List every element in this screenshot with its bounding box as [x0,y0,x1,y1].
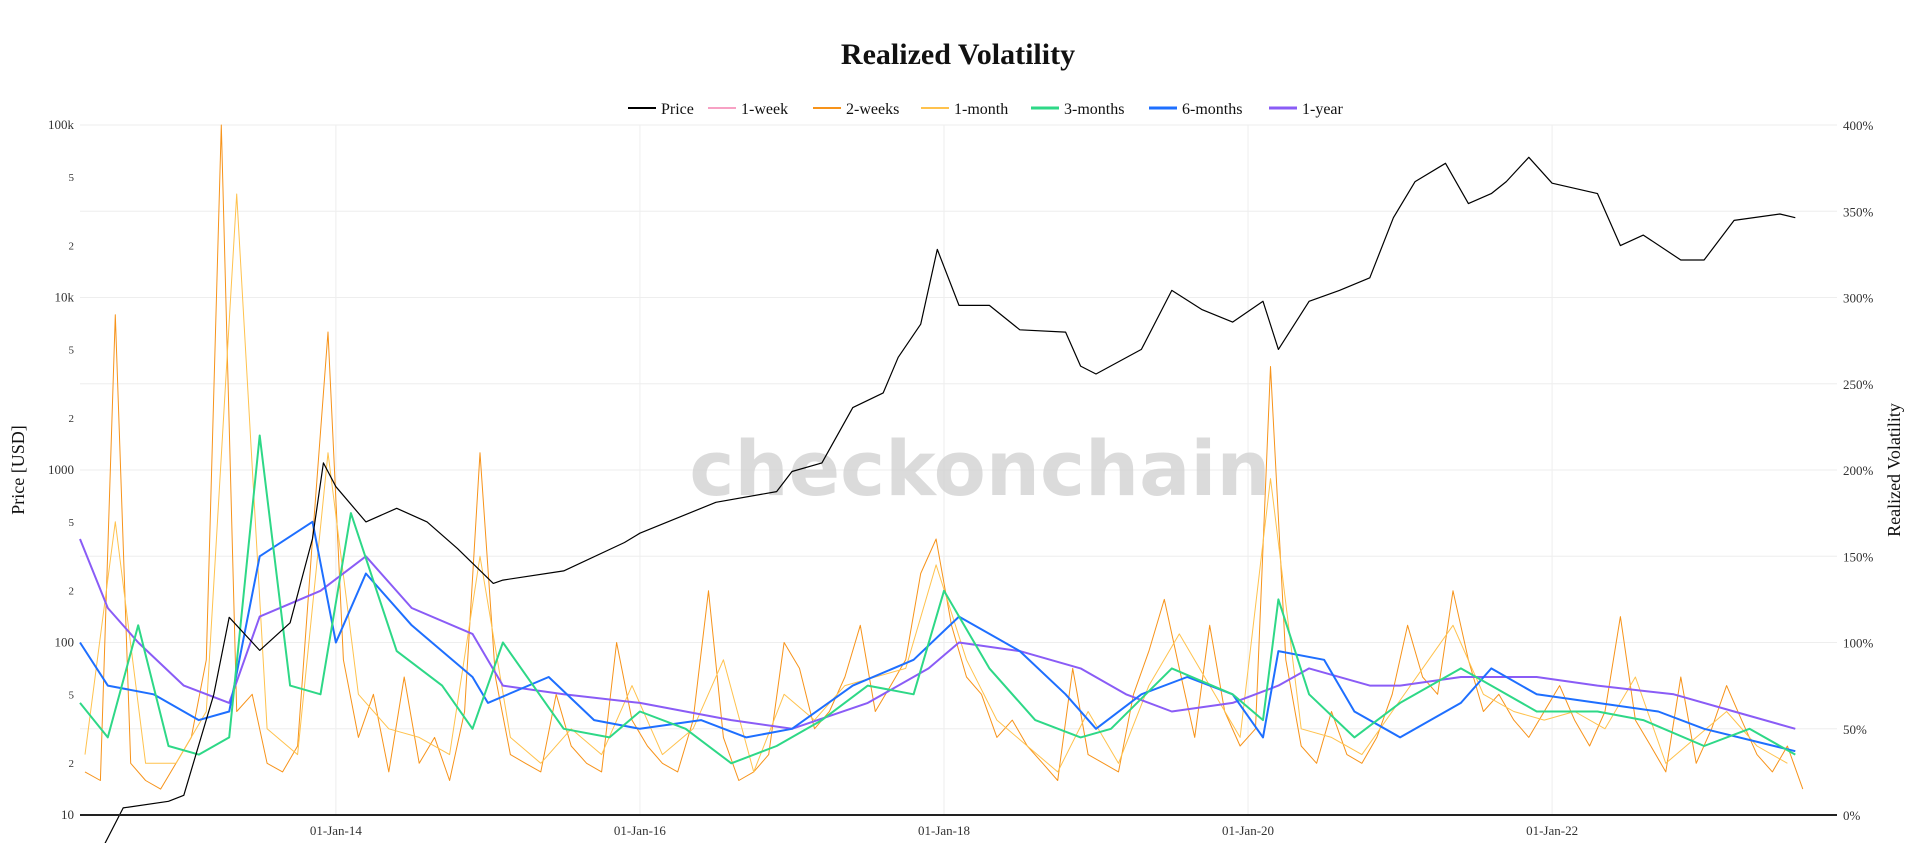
right-y-tick-label: 250% [1843,377,1874,392]
right-y-axis-label: Realized Volatility [1884,403,1904,537]
gridlines [80,124,1837,815]
right-y-tick-label: 200% [1843,463,1874,478]
right-y-axis-ticks: 0% 50% 100% 150% 200% 250% 300% 350% 400% [1843,118,1874,823]
x-axis-ticks: 01-Jan-14 01-Jan-16 01-Jan-18 01-Jan-20 01-J… [310,823,1578,838]
legend-label: 1-month [954,101,1008,118]
legend-label: 2-weeks [846,101,899,118]
right-y-tick-label: 100% [1843,636,1874,651]
legend-label: 6-months [1182,101,1242,118]
left-y-tick-label: 100k [48,117,75,132]
left-y-tick-label: 1000 [48,462,74,477]
series-line-price [104,156,1796,843]
series-line-1-year [79,538,1796,730]
left-y-tick-label: 2 [69,241,75,253]
left-y-tick-label: 100 [55,635,75,650]
left-y-tick-label: 2 [69,586,75,598]
legend-label: 3-months [1064,101,1124,118]
series-line-3-months [79,434,1796,765]
series-lines [79,124,1804,843]
left-y-tick-label: 5 [69,344,75,356]
left-y-tick-label: 5 [69,172,75,184]
right-y-tick-label: 150% [1843,549,1874,564]
legend-item-2-weeks[interactable]: 2-weeks [813,101,899,118]
x-tick-label: 01-Jan-16 [614,823,666,838]
legend-label: 1-year [1302,101,1344,118]
x-tick-label: 01-Jan-20 [1222,823,1274,838]
legend-item-3-months[interactable]: 3-months [1031,101,1124,118]
left-y-tick-label: 5 [69,689,75,701]
left-y-tick-label: 2 [69,413,75,425]
series-line-6-months [79,520,1796,753]
x-tick-label: 01-Jan-14 [310,823,362,838]
legend: Price 1-week 2-weeks 1-month 3-months 6-month… [628,101,1344,118]
right-y-tick-label: 350% [1843,204,1874,219]
left-y-tick-label: 10k [55,290,75,305]
legend-item-6-months[interactable]: 6-months [1149,101,1242,118]
series-line-2-weeks [84,124,1804,790]
legend-label: 1-week [741,101,788,118]
legend-item-1-week[interactable]: 1-week [708,101,788,118]
x-tick-label: 01-Jan-22 [1526,823,1578,838]
right-y-tick-label: 300% [1843,291,1874,306]
watermark: checkonchain [689,424,1270,513]
left-y-tick-label: 5 [69,517,75,529]
right-y-tick-label: 0% [1843,808,1861,823]
legend-item-1-year[interactable]: 1-year [1269,101,1344,118]
right-y-tick-label: 50% [1843,722,1867,737]
right-y-tick-label: 400% [1843,118,1874,133]
x-tick-label: 01-Jan-18 [918,823,970,838]
left-y-tick-label: 2 [69,758,75,770]
chart-title: Realized Volatility [841,38,1075,71]
left-y-tick-label: 10 [61,807,74,822]
series-line-1-month [84,193,1788,773]
left-y-axis-label: Price [USD] [8,425,28,514]
legend-label: Price [661,101,694,118]
left-y-axis-ticks: 10 2 5 100 2 5 1000 2 5 10k 2 5 100k [48,117,75,822]
legend-item-price[interactable]: Price [628,101,694,118]
legend-item-1-month[interactable]: 1-month [921,101,1008,118]
